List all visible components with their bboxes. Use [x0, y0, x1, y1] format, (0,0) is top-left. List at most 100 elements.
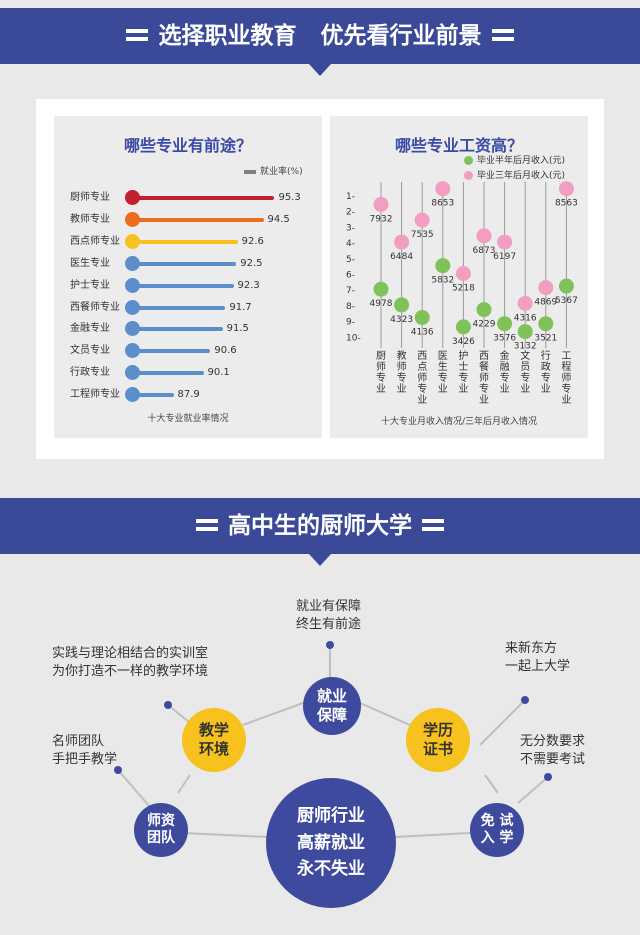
x-tick-label-char: 业: [500, 383, 510, 395]
bar-head-dot: [125, 343, 140, 359]
green-data-point: [435, 258, 451, 274]
equals-icon: [126, 28, 149, 41]
connector-line: [177, 774, 191, 794]
data-value-label: 3576: [493, 334, 516, 344]
bar-row: 西点师专业 92.6: [54, 233, 322, 250]
bar: [134, 305, 226, 310]
legend-item: 毕业三年后月收入(元): [464, 169, 565, 184]
connector-line: [242, 702, 304, 726]
x-tick-label-char: 医: [438, 350, 448, 362]
pink-data-point: [497, 234, 513, 250]
note-employment: 就业有保障 终生有前途: [296, 599, 362, 632]
note-faculty: 名师团队 手把手教学: [52, 734, 118, 767]
y-tick-label: 9-: [346, 318, 355, 328]
x-tick-label-char: 师: [561, 371, 571, 384]
chart-title: 哪些专业工资高？: [394, 136, 523, 155]
x-tick-label-char: 师: [376, 360, 386, 373]
x-tick-label-char: 专: [458, 371, 468, 384]
x-tick-label-char: 业: [397, 383, 407, 395]
connector-line: [484, 774, 499, 794]
connector-line: [359, 702, 411, 726]
data-value-label: 4869: [534, 298, 557, 308]
equals-icon: [491, 28, 514, 41]
bar: [134, 196, 275, 200]
chart-title: 哪些专业有前途？: [123, 136, 252, 155]
connector-dot: [114, 766, 122, 774]
legend-label: 就业率(%): [260, 167, 303, 177]
bar: [134, 239, 238, 244]
chart-legend: 就业率(%): [244, 164, 303, 177]
pink-data-point: [435, 181, 451, 197]
bar-head-dot: [125, 190, 140, 205]
bar-head-dot: [125, 277, 140, 293]
green-data-point: [455, 319, 471, 335]
data-value-label: 4136: [411, 327, 434, 337]
bar-value-label: 92.3: [237, 279, 260, 291]
data-value-label: 5218: [452, 284, 475, 294]
bar: [134, 283, 234, 288]
note-teaching: 实践与理论相结合的实训室 为你打造不一样的教学环境: [52, 646, 209, 679]
header-banner-prospects: 选择职业教育 优先看行业前景: [0, 8, 640, 64]
green-data-point: [497, 316, 513, 332]
bar-head-dot: [125, 321, 140, 337]
node-label: 教学 环境: [198, 721, 229, 758]
y-tick-label: 7-: [346, 286, 355, 296]
x-tick-label-char: 专: [500, 371, 510, 384]
pink-data-point: [558, 181, 574, 197]
x-tick-label-char: 专: [479, 382, 489, 395]
node-teaching: 教学 环境: [182, 708, 246, 772]
data-value-label: 4323: [390, 315, 413, 325]
bar-row: 文员专业 90.6: [54, 343, 322, 359]
data-value-label: 7932: [370, 214, 393, 224]
bar-value-label: 90.1: [207, 367, 230, 379]
x-tick-label-char: 专: [520, 371, 530, 384]
x-tick-label-char: 士: [458, 360, 468, 373]
data-value-label: 3426: [452, 337, 475, 347]
legend-dot-pink: [464, 171, 473, 180]
bar-row: 教师专业 94.5: [54, 211, 322, 228]
pink-data-point: [455, 266, 471, 281]
y-tick-label: 3-: [346, 223, 355, 233]
bar-category-label: 西点师专业: [70, 235, 120, 247]
bar-value-label: 92.5: [240, 257, 263, 269]
x-tick-label-char: 业: [561, 394, 571, 406]
x-tick-label-char: 专: [417, 382, 427, 395]
legend-swatch: [244, 169, 256, 174]
x-tick-label-char: 业: [417, 394, 427, 406]
data-value-label: 5367: [555, 296, 578, 306]
connector-dot: [544, 773, 552, 781]
bar-head-dot: [125, 233, 140, 249]
y-tick-label: 4-: [346, 239, 355, 249]
employment-rate-chart: 哪些专业有前途？ 就业率(%) 厨师专业 95.3 教师专业 94.5 西点师专业 92.…: [54, 116, 322, 438]
bar-value-label: 87.9: [177, 389, 200, 401]
bar-row: 厨师专业 95.3: [54, 190, 322, 206]
header-title: 高中生的厨师大学: [228, 513, 412, 539]
y-tick-label: 1-: [346, 192, 355, 202]
x-tick-label-char: 师: [479, 371, 489, 384]
x-tick-label-char: 师: [397, 360, 407, 373]
bar-row: 行政专业 90.1: [54, 365, 322, 381]
x-tick-label-char: 业: [520, 383, 530, 395]
x-tick-label-char: 厨: [376, 350, 386, 362]
x-tick-label-char: 业: [541, 383, 551, 395]
legend-label: 毕业半年后月收入(元): [477, 156, 566, 166]
x-tick-label-char: 护: [458, 349, 468, 362]
node-faculty: 师资 团队: [134, 803, 188, 857]
bar: [134, 261, 237, 266]
bar-row: 金融专业 91.5: [54, 321, 322, 337]
bar-value-label: 91.7: [229, 301, 252, 313]
bar: [134, 327, 223, 332]
y-tick-label: 2-: [346, 208, 355, 218]
bar-value-label: 94.5: [267, 213, 290, 225]
pink-data-point: [373, 196, 389, 212]
data-value-label: 4229: [473, 320, 496, 330]
bar-value-label: 91.5: [226, 323, 249, 335]
bar-row: 医生专业 92.5: [54, 255, 322, 272]
salary-chart: 哪些专业工资高？ 毕业半年后月收入(元) 毕业三年后月收入(元) 1- 2- 3- 4…: [330, 116, 588, 438]
x-tick-label-char: 专: [438, 371, 448, 384]
bar-head-dot: [125, 387, 140, 403]
x-tick-label-char: 员: [520, 361, 530, 373]
x-tick-label-char: 西: [479, 351, 489, 362]
bar-head-dot: [125, 211, 140, 227]
green-data-point: [558, 278, 574, 294]
